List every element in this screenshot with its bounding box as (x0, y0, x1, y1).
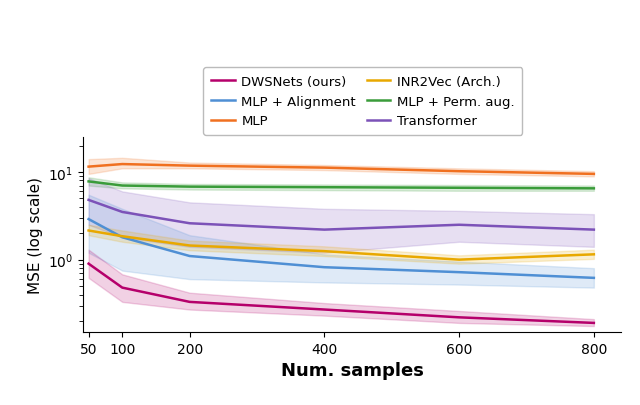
MLP + Perm. aug. (186, 185, 193, 190)
Transformer (186, 221, 193, 226)
Transformer (118, 210, 126, 215)
MLP + Perm. aug. (590, 186, 598, 191)
MLP + Alignment (118, 235, 126, 240)
MLP + Perm. aug. (118, 183, 126, 188)
Line: Transformer: Transformer (88, 200, 594, 230)
MLP + Alignment (84, 217, 92, 222)
MLP + Alignment (590, 276, 598, 281)
Transformer (590, 228, 598, 232)
Line: DWSNets (ours): DWSNets (ours) (88, 264, 594, 323)
MLP + Perm. aug. (84, 179, 92, 184)
INR2Vec (Arch.) (84, 228, 92, 233)
MLP (321, 166, 328, 171)
Line: MLP + Perm. aug.: MLP + Perm. aug. (88, 182, 594, 189)
DWSNets (ours) (321, 307, 328, 312)
DWSNets (ours) (455, 315, 463, 320)
DWSNets (ours) (118, 286, 126, 290)
Transformer (455, 223, 463, 228)
MLP + Perm. aug. (455, 186, 463, 191)
X-axis label: Num. samples: Num. samples (280, 361, 424, 379)
Transformer (321, 228, 328, 232)
MLP (118, 162, 126, 167)
INR2Vec (Arch.) (321, 249, 328, 254)
Line: INR2Vec (Arch.): INR2Vec (Arch.) (88, 231, 594, 260)
MLP (186, 164, 193, 168)
DWSNets (ours) (84, 262, 92, 266)
MLP (590, 172, 598, 177)
INR2Vec (Arch.) (590, 252, 598, 257)
INR2Vec (Arch.) (186, 243, 193, 248)
MLP + Alignment (321, 265, 328, 270)
Legend: DWSNets (ours), MLP + Alignment, MLP, INR2Vec (Arch.), MLP + Perm. aug., Transfo: DWSNets (ours), MLP + Alignment, MLP, IN… (203, 68, 522, 136)
MLP + Alignment (186, 254, 193, 259)
Transformer (84, 198, 92, 203)
INR2Vec (Arch.) (118, 234, 126, 239)
INR2Vec (Arch.) (455, 258, 463, 262)
Line: MLP: MLP (88, 165, 594, 175)
MLP (84, 165, 92, 170)
Y-axis label: MSE (log scale): MSE (log scale) (28, 177, 43, 293)
Line: MLP + Alignment: MLP + Alignment (88, 220, 594, 278)
MLP + Alignment (455, 270, 463, 275)
DWSNets (ours) (590, 321, 598, 326)
DWSNets (ours) (186, 300, 193, 305)
MLP (455, 169, 463, 174)
MLP + Perm. aug. (321, 185, 328, 190)
